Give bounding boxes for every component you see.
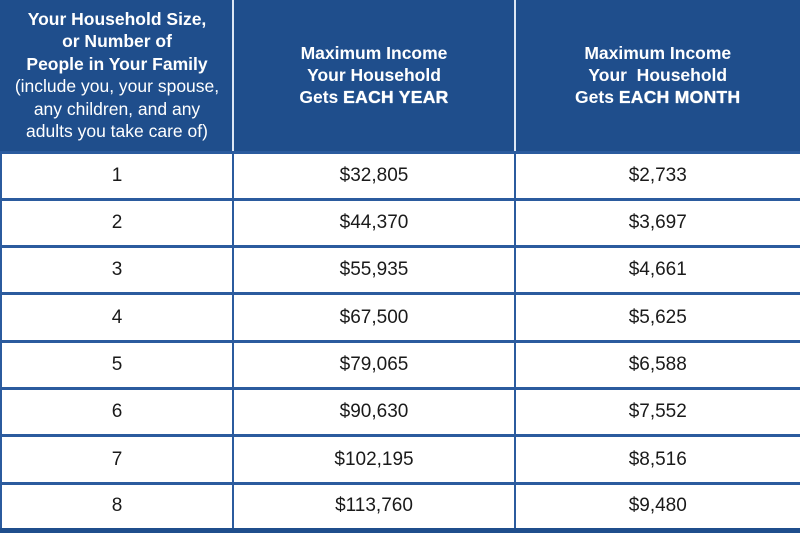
header-line-emphasis: EACH YEAR bbox=[343, 87, 449, 108]
cell-max-income-year: $67,500 bbox=[232, 292, 516, 343]
table-header: Your Household Size, or Number of People… bbox=[1, 0, 800, 154]
cell-max-income-year: $90,630 bbox=[232, 387, 516, 438]
cell-max-income-month: $9,480 bbox=[514, 481, 800, 533]
cell-household-size: 6 bbox=[0, 387, 234, 438]
cell-household-size: 5 bbox=[0, 339, 234, 391]
cell-max-income-month: $7,552 bbox=[514, 387, 800, 438]
header-line-emphasis: EACH MONTH bbox=[618, 87, 741, 108]
cell-max-income-year: $113,760 bbox=[232, 481, 516, 533]
header-line-prefix: Gets bbox=[575, 87, 619, 108]
cell-max-income-year: $102,195 bbox=[232, 434, 516, 485]
header-max-income-year: Maximum Income Your Household Gets EACH … bbox=[232, 0, 515, 154]
header-line-prefix: Gets bbox=[299, 87, 344, 108]
cell-household-size: 4 bbox=[0, 292, 234, 343]
header-line: Gets EACH YEAR bbox=[240, 86, 508, 108]
cell-max-income-year: $55,935 bbox=[232, 245, 516, 296]
cell-household-size: 3 bbox=[0, 245, 234, 296]
header-note-line: (include you, your spouse, bbox=[14, 76, 220, 97]
table-row: 3 $55,935 $4,661 bbox=[0, 245, 800, 296]
cell-max-income-year: $32,805 bbox=[232, 152, 516, 201]
cell-max-income-month: $4,661 bbox=[514, 245, 800, 296]
cell-max-income-month: $2,733 bbox=[514, 152, 800, 201]
header-line: Your Household bbox=[307, 65, 441, 86]
header-line: Your Household Size, bbox=[27, 9, 207, 30]
table-row: 7 $102,195 $8,516 bbox=[0, 434, 800, 485]
header-line: or Number of bbox=[62, 31, 172, 52]
table-body: 1 $32,805 $2,733 2 $44,370 $3,697 3 $55,935 $4,6… bbox=[0, 152, 800, 533]
cell-max-income-month: $3,697 bbox=[514, 197, 800, 249]
cell-max-income-month: $6,588 bbox=[514, 339, 800, 391]
table-row: 6 $90,630 $7,552 bbox=[0, 387, 800, 438]
table-row: 2 $44,370 $3,697 bbox=[0, 197, 800, 249]
cell-household-size: 8 bbox=[0, 481, 234, 533]
table-row: 4 $67,500 $5,625 bbox=[0, 292, 800, 343]
header-line: People in Your Family bbox=[26, 53, 208, 74]
header-line: Maximum Income bbox=[584, 42, 732, 63]
cell-max-income-year: $79,065 bbox=[232, 339, 516, 391]
header-row: Your Household Size, or Number of People… bbox=[1, 0, 800, 154]
header-line: Gets EACH MONTH bbox=[522, 86, 794, 108]
cell-max-income-year: $44,370 bbox=[232, 197, 516, 249]
cell-household-size: 1 bbox=[0, 152, 234, 201]
cell-max-income-month: $8,516 bbox=[514, 434, 800, 485]
cell-household-size: 7 bbox=[0, 434, 234, 485]
header-note-line: any children, and any bbox=[33, 98, 201, 119]
table-row: 1 $32,805 $2,733 bbox=[0, 152, 800, 201]
header-max-income-month: Maximum Income Your Household Gets EACH … bbox=[514, 0, 800, 154]
table-row: 5 $79,065 $6,588 bbox=[0, 339, 800, 391]
table-row: 8 $113,760 $9,480 bbox=[0, 481, 800, 533]
cell-max-income-month: $5,625 bbox=[514, 292, 800, 343]
header-note-line: adults you take care of) bbox=[26, 121, 208, 142]
header-line: Maximum Income bbox=[300, 42, 448, 63]
header-line: Your Household bbox=[588, 65, 728, 86]
cell-household-size: 2 bbox=[0, 197, 234, 249]
header-household-size: Your Household Size, or Number of People… bbox=[1, 0, 233, 154]
